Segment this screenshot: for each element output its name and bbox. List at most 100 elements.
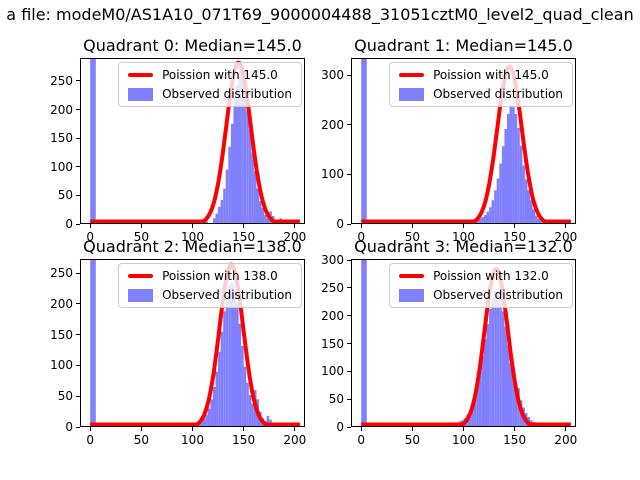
y-tick-mark (76, 80, 80, 82)
plot-canvas (80, 58, 305, 224)
legend-label: Poission with 145.0 (162, 68, 278, 82)
axes-frame (351, 259, 576, 427)
x-tick-label: 0 (357, 433, 366, 447)
y-tick-mark (76, 426, 80, 428)
y-tick-mark (347, 223, 351, 225)
x-tick-mark (89, 224, 91, 228)
x-tick-label: 50 (404, 433, 420, 447)
y-tick-mark (347, 259, 351, 261)
y-tick-label: 200 (321, 117, 344, 132)
zero-count-spike (361, 259, 367, 427)
y-tick-label: 0 (65, 217, 73, 231)
figure-title: a file: modeM0/AS1A10_071T69_9000004488_… (6, 5, 634, 24)
x-tick-label: 0 (86, 433, 95, 447)
observed-patch-swatch (399, 87, 425, 101)
y-tick-mark (76, 395, 80, 397)
x-tick-label: 200 (283, 230, 307, 244)
legend-item-observed: Observed distribution (128, 288, 292, 302)
y-tick-mark (76, 334, 80, 336)
legend-item-poisson: Poission with 138.0 (128, 269, 292, 283)
x-tick-mark (514, 224, 516, 228)
poisson-curve (89, 60, 301, 224)
x-tick-mark (192, 427, 193, 431)
y-tick-label: 150 (50, 131, 73, 146)
legend: Poission with 145.0 Observed distributio… (389, 62, 573, 107)
quadrant-2-title: Quadrant 2: Median=138.0 (83, 237, 302, 256)
legend-item-observed: Observed distribution (128, 87, 292, 101)
quadrant-0-plot: Poission with 145.0 Observed distributio… (50, 58, 306, 244)
y-tick-label: 0 (336, 217, 344, 231)
zero-count-spike (361, 58, 367, 224)
y-tick-label: 250 (50, 266, 73, 281)
y-tick-mark (347, 398, 351, 400)
y-tick-label: 100 (321, 167, 344, 182)
legend-label: Observed distribution (162, 87, 292, 101)
poisson-line-swatch (399, 274, 425, 278)
plot-canvas (80, 259, 305, 427)
poisson-curve (360, 64, 572, 224)
x-tick-mark (140, 224, 142, 228)
quadrant-3-title: Quadrant 3: Median=132.0 (354, 237, 573, 256)
zero-count-spike (90, 58, 96, 224)
x-tick-mark (294, 427, 296, 431)
x-tick-label: 100 (181, 433, 204, 447)
y-tick-label: 0 (336, 420, 344, 434)
y-tick-label: 150 (50, 327, 73, 342)
y-tick-mark (76, 303, 80, 305)
y-tick-mark (76, 109, 80, 111)
legend-label: Poission with 138.0 (162, 269, 278, 283)
poisson-line-swatch (128, 73, 154, 77)
poisson-curve (89, 262, 301, 427)
observed-patch-swatch (128, 87, 154, 101)
y-tick-mark (347, 343, 351, 345)
y-tick-label: 100 (321, 364, 344, 379)
x-tick-label: 150 (232, 433, 256, 447)
x-tick-mark (463, 224, 464, 228)
x-tick-mark (565, 427, 567, 431)
legend-item-observed: Observed distribution (399, 87, 563, 101)
observed-patch-swatch (128, 288, 154, 302)
legend-label: Poission with 132.0 (433, 269, 549, 283)
x-tick-mark (463, 427, 464, 431)
axes-frame (80, 259, 305, 427)
y-tick-label: 50 (57, 188, 73, 203)
quadrant-2-plot: Poission with 138.0 Observed distributio… (50, 259, 306, 447)
quadrant-1-plot: Poission with 145.0 Observed distributio… (321, 58, 577, 244)
y-tick-label: 250 (50, 73, 73, 88)
x-tick-mark (294, 224, 296, 228)
legend: Poission with 145.0 Observed distributio… (118, 62, 302, 107)
plot-canvas (351, 259, 576, 427)
observed-patch-swatch (399, 288, 425, 302)
x-tick-mark (140, 427, 142, 431)
x-tick-mark (514, 427, 516, 431)
x-tick-mark (411, 427, 413, 431)
y-tick-label: 50 (328, 392, 344, 407)
legend-item-poisson: Poission with 145.0 (399, 68, 563, 82)
x-tick-label: 50 (404, 230, 420, 244)
x-tick-label: 200 (554, 433, 578, 447)
legend-label: Poission with 145.0 (433, 68, 549, 82)
y-tick-label: 50 (57, 389, 73, 404)
legend-label: Observed distribution (433, 288, 563, 302)
x-tick-mark (243, 224, 245, 228)
y-tick-label: 0 (65, 420, 73, 434)
x-tick-mark (192, 224, 193, 228)
x-tick-label: 150 (232, 230, 256, 244)
axes-frame (80, 58, 305, 224)
y-tick-mark (347, 124, 351, 126)
x-tick-mark (360, 427, 362, 431)
x-tick-label: 50 (133, 230, 149, 244)
y-tick-mark (76, 194, 80, 196)
observed-histogram-bars (361, 58, 556, 224)
y-tick-label: 200 (50, 102, 73, 117)
x-tick-label: 150 (503, 433, 527, 447)
x-tick-mark (565, 224, 567, 228)
x-tick-label: 0 (86, 230, 95, 244)
y-tick-label: 150 (321, 336, 344, 351)
x-tick-label: 50 (133, 433, 149, 447)
legend: Poission with 132.0 Observed distributio… (389, 263, 573, 308)
y-tick-mark (76, 364, 80, 366)
legend: Poission with 138.0 Observed distributio… (118, 263, 302, 308)
y-tick-label: 200 (321, 308, 344, 323)
y-tick-label: 100 (50, 358, 73, 373)
